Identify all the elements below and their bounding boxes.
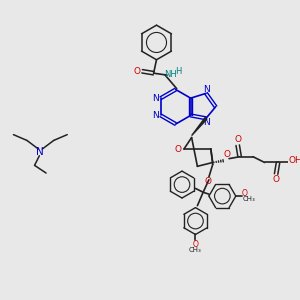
Text: CH₃: CH₃: [243, 196, 256, 202]
Text: O: O: [175, 145, 182, 154]
Text: O: O: [193, 240, 198, 249]
Text: H: H: [176, 67, 182, 76]
Text: O: O: [134, 67, 141, 76]
Text: O: O: [234, 135, 241, 144]
Text: N: N: [36, 147, 44, 157]
Text: O: O: [242, 189, 248, 198]
Text: N: N: [204, 85, 210, 94]
Text: CH₃: CH₃: [189, 247, 202, 253]
Text: O: O: [204, 177, 211, 186]
Text: O: O: [224, 150, 231, 159]
Text: O: O: [273, 175, 280, 184]
Text: N: N: [153, 111, 159, 120]
Text: N: N: [153, 94, 159, 103]
Text: NH: NH: [164, 70, 177, 79]
Text: OH: OH: [288, 156, 300, 165]
Polygon shape: [192, 118, 207, 136]
Text: N: N: [204, 118, 210, 127]
